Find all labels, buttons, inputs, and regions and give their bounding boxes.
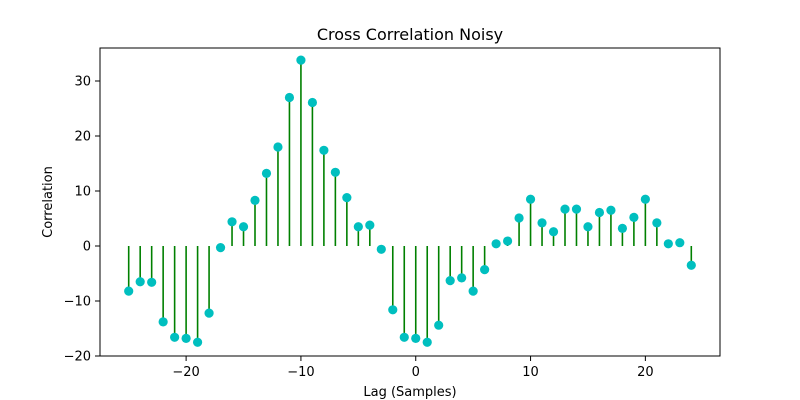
stem-marker (617, 223, 628, 233)
stem-marker (307, 97, 318, 108)
stem-marker (640, 194, 650, 204)
y-tick-label: 20 (74, 130, 91, 145)
x-tick-label: −10 (287, 365, 314, 380)
stem-marker (192, 337, 203, 347)
stem-marker (273, 142, 283, 152)
stem-marker (606, 205, 616, 215)
stem-marker (514, 213, 524, 223)
stem-marker (491, 239, 501, 249)
stem-marker (365, 220, 375, 230)
stem-marker (250, 195, 260, 205)
stem-marker (135, 277, 145, 287)
stem-marker (411, 333, 421, 343)
stem-marker (445, 276, 455, 286)
stem-marker (284, 92, 295, 103)
stem-marker (170, 332, 180, 342)
stem-marker (560, 204, 570, 214)
stem-marker (571, 204, 582, 214)
stem-marker (663, 239, 673, 249)
stem-marker (422, 337, 432, 347)
y-tick-label: −10 (64, 295, 91, 310)
markers-layer (124, 55, 696, 347)
stem-marker (215, 243, 226, 253)
stem-marker (652, 218, 662, 228)
stem-marker (502, 236, 513, 246)
stem-marker (434, 320, 444, 330)
y-axis-label: Correlation (41, 166, 56, 238)
stem-marker (342, 193, 352, 203)
y-axis: −20 −10 0 10 20 30 (64, 75, 100, 365)
stem-marker (296, 55, 306, 65)
x-tick-label: 10 (522, 365, 539, 380)
x-axis: −20 −10 0 10 20 (172, 356, 654, 380)
x-tick-label: 20 (637, 365, 654, 380)
stem-marker (319, 145, 329, 155)
x-tick-label: 0 (412, 365, 420, 380)
plot-frame (99, 47, 721, 357)
stem-marker (353, 222, 363, 232)
stem-marker (388, 305, 398, 315)
stem-marker (204, 308, 214, 318)
stem-marker (548, 227, 559, 237)
stem-marker (537, 218, 547, 228)
stem-marker (158, 317, 168, 327)
stem-marker (238, 222, 249, 232)
stem-marker (457, 273, 467, 283)
stem-marker (468, 286, 478, 296)
y-tick-label: −20 (64, 350, 91, 365)
stem-marker (686, 260, 696, 270)
stem-marker (480, 265, 490, 275)
stem-marker (147, 277, 157, 287)
stem-marker (124, 286, 134, 296)
stem-marker (399, 332, 409, 342)
stem-marker (376, 244, 386, 254)
stem-marker (227, 217, 237, 227)
stem-marker (675, 238, 685, 248)
stem-marker (261, 168, 272, 178)
stem-marker (594, 207, 605, 218)
stems-layer (127, 60, 693, 343)
y-tick-label: 0 (83, 240, 91, 255)
stem-marker (525, 194, 536, 204)
stem-marker (330, 167, 340, 177)
x-tick-label: −20 (172, 365, 199, 380)
stem-marker (181, 333, 191, 343)
x-axis-label: Lag (Samples) (363, 385, 456, 400)
stem-marker (583, 222, 593, 232)
chart-title: Cross Correlation Noisy (317, 25, 503, 44)
y-tick-label: 10 (74, 185, 91, 200)
stem-marker (629, 212, 639, 222)
y-tick-label: 30 (74, 75, 91, 90)
